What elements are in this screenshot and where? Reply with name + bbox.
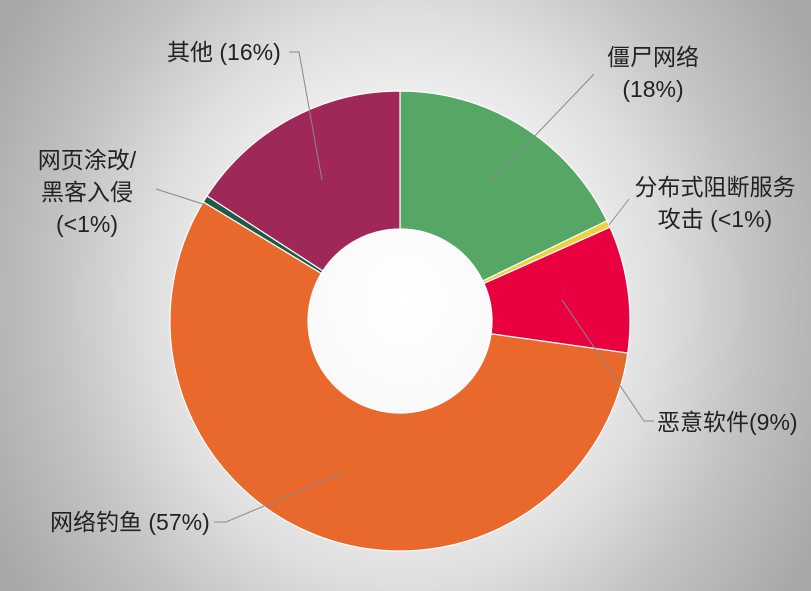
data-label-phishing: 网络钓鱼 (57%) bbox=[50, 509, 210, 535]
donut-slice-1 bbox=[399, 90, 608, 282]
data-label-malware: 恶意软件(9%) bbox=[657, 409, 798, 435]
leader-line-ddos bbox=[608, 198, 630, 226]
leader-lines bbox=[155, 51, 654, 523]
data-label-defacement: 网页涂改/ 黑客入侵 (<1%) bbox=[37, 147, 137, 237]
leader-line-other bbox=[289, 51, 323, 181]
donut-slice-6 bbox=[206, 90, 401, 272]
data-label-other: 其他 (16%) bbox=[167, 39, 281, 65]
donut-slice-4 bbox=[169, 201, 629, 552]
data-label-ddos: 分布式阻断服务 攻击 (<1%) bbox=[634, 174, 796, 232]
data-label-botnet: 僵尸网络 (18%) bbox=[607, 44, 699, 102]
leader-line-phishing bbox=[214, 471, 346, 523]
donut-slices bbox=[169, 90, 631, 552]
leader-line-malware bbox=[561, 299, 654, 422]
leader-line-deface bbox=[155, 188, 207, 206]
leader-line-botnet bbox=[489, 73, 595, 184]
